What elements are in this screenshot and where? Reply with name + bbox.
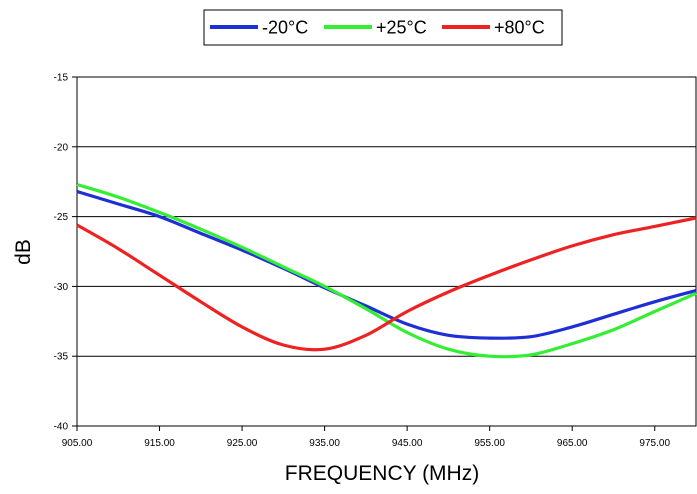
y-axis-ticks: -15 -20 -25 -30 -35 -40 [54,73,77,433]
y-tick-label: -25 [54,212,69,223]
legend-label: +25°C [376,18,427,38]
y-tick-label: -20 [54,142,69,153]
series-line [76,182,697,359]
x-tick-label: 945.00 [392,438,423,449]
y-tick-label: -30 [54,282,69,293]
plot-area [76,76,697,427]
x-tick-label: 925.00 [227,438,258,449]
x-tick-label: 935.00 [309,438,340,449]
x-tick-label: 905.00 [62,438,93,449]
legend-label: -20°C [262,18,308,38]
y-tick-label: -35 [54,352,69,363]
gridlines [77,146,696,357]
series-line [76,216,697,352]
series-line [76,189,697,340]
legend-box [203,9,563,46]
x-axis-title: FREQUENCY (MHz) [285,462,479,485]
x-axis-ticks: 905.00 915.00 925.00 935.00 945.00 955.00 965.… [62,426,670,449]
legend-label: +80°C [494,18,545,38]
y-axis-title: dB [12,239,35,265]
y-tick-label: -40 [54,422,69,433]
x-tick-label: 915.00 [144,438,175,449]
y-tick-label: -15 [54,73,69,84]
legend: -20°C +25°C +80°C [203,9,563,46]
x-tick-label: 965.00 [557,438,588,449]
series-lines [76,182,697,359]
x-tick-label: 975.00 [639,438,670,449]
x-tick-label: 955.00 [474,438,505,449]
